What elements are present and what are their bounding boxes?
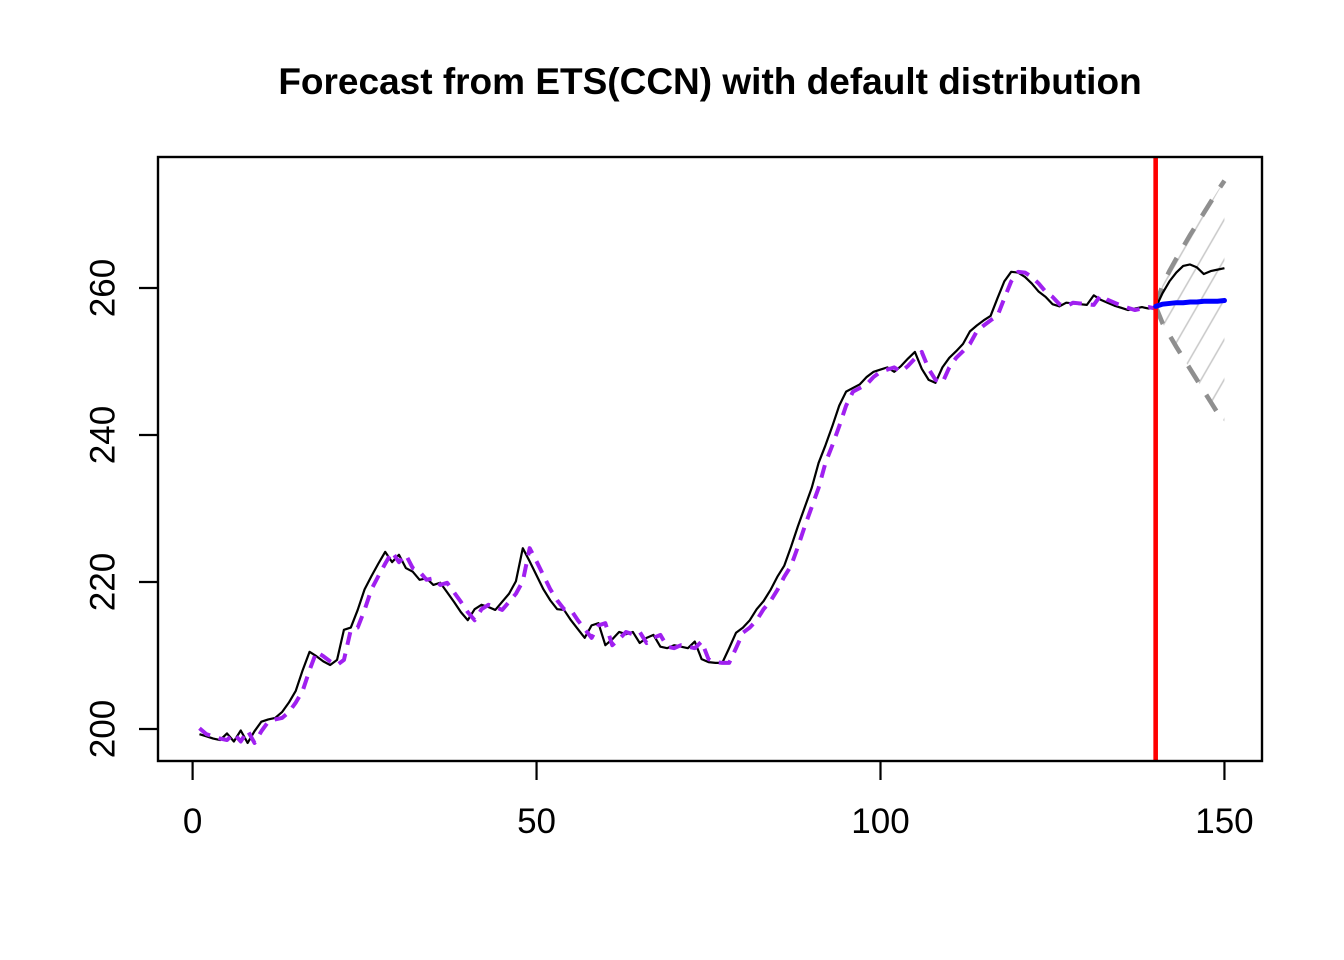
forecast-mean-line	[1153, 297, 1227, 309]
chart-title: Forecast from ETS(CCN) with default dist…	[278, 61, 1141, 102]
y-tick-label: 240	[84, 406, 123, 464]
x-tick-label: 150	[1195, 802, 1253, 841]
x-tick-label: 100	[851, 802, 909, 841]
y-tick-label: 200	[84, 700, 123, 758]
observed-line	[199, 270, 1156, 745]
future-actual-line	[1154, 263, 1225, 309]
lower-interval-line	[1153, 305, 1227, 424]
x-tick-label: 0	[183, 802, 202, 841]
plot-box	[156, 155, 1264, 763]
x-tick-label: 50	[517, 802, 556, 841]
y-tick-label: 260	[84, 259, 123, 317]
plot-area: 0 50 100 150 200 220 240 260	[84, 155, 1264, 841]
fitted-line	[198, 269, 1157, 745]
y-tick-label: 220	[84, 553, 123, 611]
upper-interval-line	[1153, 179, 1227, 308]
